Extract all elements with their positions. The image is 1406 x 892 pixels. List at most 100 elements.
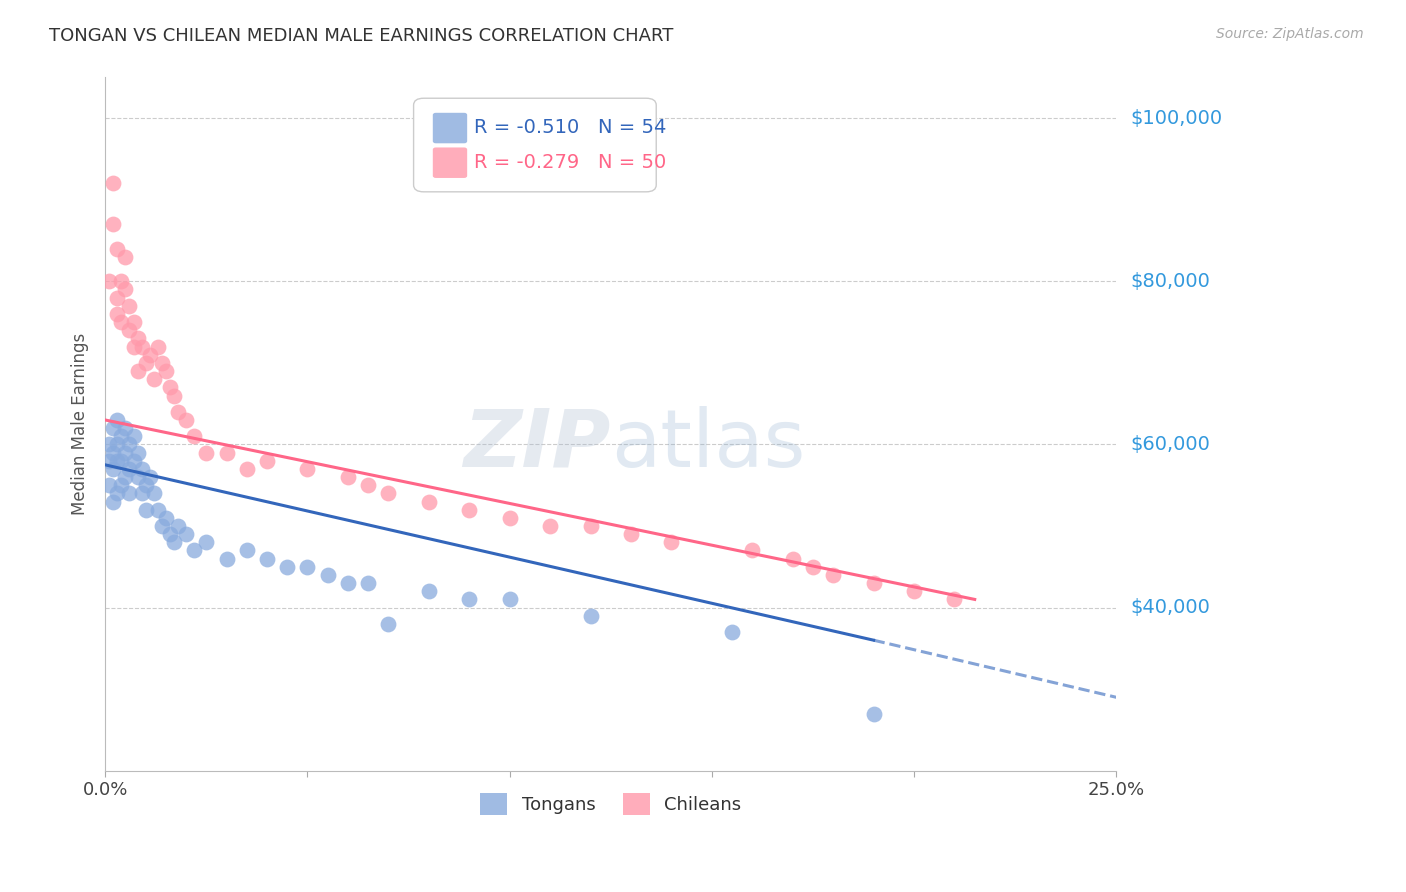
Point	[215, 551, 238, 566]
Point	[127, 364, 149, 378]
Point	[215, 445, 238, 459]
Point	[110, 454, 132, 468]
Point	[105, 242, 128, 256]
Point	[721, 625, 744, 640]
Point	[103, 217, 125, 231]
Point	[661, 535, 683, 549]
Point	[135, 478, 157, 492]
Point	[579, 608, 602, 623]
Point	[122, 315, 145, 329]
Point	[118, 323, 141, 337]
Point	[167, 519, 190, 533]
Point	[741, 543, 763, 558]
Point	[316, 568, 339, 582]
Point	[138, 470, 160, 484]
Point	[103, 494, 125, 508]
Point	[174, 413, 197, 427]
Point	[142, 486, 165, 500]
Point	[110, 478, 132, 492]
Text: R = -0.279   N = 50: R = -0.279 N = 50	[474, 153, 666, 171]
Point	[458, 592, 481, 607]
Point	[110, 315, 132, 329]
Point	[782, 551, 804, 566]
Point	[127, 470, 149, 484]
Text: atlas: atlas	[610, 406, 806, 483]
Point	[98, 274, 121, 288]
Legend: Tongans, Chileans: Tongans, Chileans	[471, 784, 751, 824]
Point	[135, 356, 157, 370]
Point	[256, 454, 278, 468]
Text: ZIP: ZIP	[464, 406, 610, 483]
Point	[538, 519, 561, 533]
Point	[114, 421, 136, 435]
Point	[377, 616, 399, 631]
Point	[236, 543, 259, 558]
Point	[142, 372, 165, 386]
Point	[183, 429, 205, 443]
Point	[105, 307, 128, 321]
Point	[146, 340, 169, 354]
Point	[103, 177, 125, 191]
Point	[903, 584, 925, 599]
Point	[105, 454, 128, 468]
Text: $60,000: $60,000	[1130, 435, 1211, 454]
Point	[183, 543, 205, 558]
Point	[122, 454, 145, 468]
Point	[118, 486, 141, 500]
Point	[122, 340, 145, 354]
Point	[150, 356, 173, 370]
Point	[236, 462, 259, 476]
Point	[357, 576, 380, 591]
Text: R = -0.510   N = 54: R = -0.510 N = 54	[474, 118, 666, 136]
Point	[98, 478, 121, 492]
Text: $40,000: $40,000	[1130, 598, 1211, 617]
Point	[297, 462, 319, 476]
Point	[336, 470, 359, 484]
Point	[174, 527, 197, 541]
Point	[498, 592, 520, 607]
Point	[114, 283, 136, 297]
Point	[579, 519, 602, 533]
Point	[98, 454, 121, 468]
Point	[105, 486, 128, 500]
Point	[135, 502, 157, 516]
Point	[195, 445, 218, 459]
Point	[131, 340, 153, 354]
Point	[114, 250, 136, 264]
Point	[127, 331, 149, 345]
Point	[105, 437, 128, 451]
Point	[103, 462, 125, 476]
Point	[195, 535, 218, 549]
Point	[377, 486, 399, 500]
Point	[103, 445, 125, 459]
Point	[357, 478, 380, 492]
Point	[620, 527, 643, 541]
Point	[167, 405, 190, 419]
Point	[498, 511, 520, 525]
Point	[110, 429, 132, 443]
Text: $80,000: $80,000	[1130, 272, 1211, 291]
Point	[103, 421, 125, 435]
Point	[131, 462, 153, 476]
Point	[127, 445, 149, 459]
Point	[122, 429, 145, 443]
Text: TONGAN VS CHILEAN MEDIAN MALE EARNINGS CORRELATION CHART: TONGAN VS CHILEAN MEDIAN MALE EARNINGS C…	[49, 27, 673, 45]
Point	[155, 511, 177, 525]
Point	[458, 502, 481, 516]
Point	[105, 291, 128, 305]
Point	[114, 470, 136, 484]
Y-axis label: Median Male Earnings: Median Male Earnings	[72, 333, 89, 516]
Text: Source: ZipAtlas.com: Source: ZipAtlas.com	[1216, 27, 1364, 41]
FancyBboxPatch shape	[433, 112, 467, 144]
FancyBboxPatch shape	[413, 98, 657, 192]
Point	[943, 592, 966, 607]
Point	[163, 388, 186, 402]
Point	[105, 413, 128, 427]
Point	[98, 437, 121, 451]
Point	[146, 502, 169, 516]
Point	[336, 576, 359, 591]
Point	[823, 568, 845, 582]
Point	[862, 576, 884, 591]
Point	[118, 299, 141, 313]
Point	[131, 486, 153, 500]
